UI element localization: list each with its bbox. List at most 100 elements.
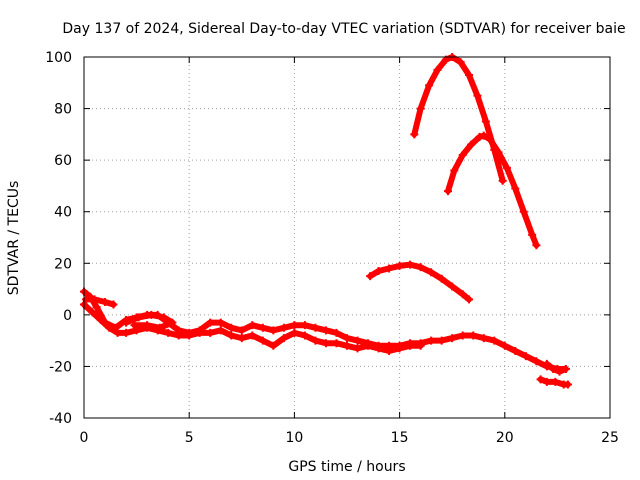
x-tick-label: 10 <box>285 430 303 446</box>
data-point <box>374 267 383 276</box>
x-tick-label: 15 <box>391 430 409 446</box>
data-point <box>479 131 488 140</box>
data-point <box>425 81 434 90</box>
data-point <box>343 334 351 343</box>
data-point <box>248 321 257 330</box>
data-point <box>269 341 278 350</box>
y-axis-label: SDTVAR / TECUs <box>6 181 22 296</box>
y-tick-labels: -40 -20 0 20 40 60 80 100 <box>45 50 72 427</box>
data-point <box>519 207 528 216</box>
data-point <box>561 365 570 374</box>
x-tick-label: 20 <box>496 430 514 446</box>
x-tick-label: 0 <box>80 430 89 446</box>
data-point <box>406 260 415 269</box>
data-point <box>206 328 215 337</box>
data-point <box>332 328 341 337</box>
data-point <box>105 323 114 332</box>
data-point <box>227 323 236 332</box>
data-point <box>486 135 495 144</box>
data-point <box>416 263 425 272</box>
data-point <box>395 344 404 353</box>
plot-frame <box>83 56 611 419</box>
data-point <box>467 140 476 149</box>
data-point <box>406 341 415 350</box>
data-point <box>385 264 394 273</box>
data-point <box>96 316 105 325</box>
x-axis-label: GPS time / hours <box>288 459 405 475</box>
data-point <box>130 321 139 330</box>
data-point <box>511 184 520 193</box>
data-point <box>101 297 110 306</box>
data-point <box>542 377 551 386</box>
data-point <box>216 326 225 335</box>
y-tick-label: -40 <box>49 411 72 427</box>
data-point <box>290 328 299 337</box>
data-point <box>300 321 309 330</box>
series-arc-peak-100 <box>411 54 506 184</box>
data-point <box>536 375 545 384</box>
data-point <box>532 241 541 250</box>
data-point <box>473 91 482 100</box>
data-point <box>511 346 520 355</box>
data-point <box>216 318 225 327</box>
data-point <box>168 318 177 327</box>
data-point <box>437 336 446 345</box>
data-point <box>122 328 131 337</box>
y-tick-label: 100 <box>45 50 72 66</box>
data-point <box>227 331 236 340</box>
data-point <box>427 336 436 345</box>
data-point <box>437 274 446 283</box>
data-point <box>395 261 404 270</box>
data-point <box>82 295 91 304</box>
data-point <box>90 295 99 304</box>
data-point <box>465 295 474 304</box>
data-point <box>237 334 246 343</box>
y-tick-label: 0 <box>63 308 72 324</box>
data-point <box>279 334 288 343</box>
data-point <box>458 150 467 159</box>
data-point <box>237 326 246 335</box>
data-point <box>147 310 156 319</box>
data-point <box>374 344 383 353</box>
data-point <box>521 352 530 361</box>
data-point <box>174 331 183 340</box>
data-point <box>532 357 541 366</box>
data-point <box>185 331 194 340</box>
data-point <box>448 334 457 343</box>
data-point <box>311 336 320 345</box>
data-point <box>458 331 467 340</box>
data-point <box>290 321 299 330</box>
data-point <box>469 331 478 340</box>
y-tick-label: 80 <box>54 102 72 118</box>
data-point <box>134 313 143 322</box>
data-point <box>490 336 499 345</box>
grid-layer <box>84 57 610 418</box>
chart-title: Day 137 of 2024, Sidereal Day-to-day VTE… <box>62 21 625 37</box>
data-point <box>311 323 320 332</box>
data-point <box>321 339 330 348</box>
data-point <box>195 328 204 337</box>
data-point <box>549 365 558 374</box>
y-tick-label: 20 <box>54 256 72 272</box>
data-point <box>155 323 164 332</box>
data-point <box>465 71 474 80</box>
data-point <box>410 130 419 139</box>
data-point <box>279 323 288 332</box>
data-point <box>113 328 122 337</box>
data-point <box>481 117 490 126</box>
data-point <box>448 282 457 291</box>
data-point <box>159 313 168 322</box>
data-point <box>109 300 118 309</box>
data-point <box>433 65 442 74</box>
data-point <box>502 163 511 172</box>
data-point <box>164 328 173 337</box>
data-point <box>92 303 101 312</box>
data-point <box>475 132 484 141</box>
data-point <box>450 166 459 175</box>
y-tick-label: 60 <box>54 153 72 169</box>
data-point <box>366 272 375 281</box>
data-point <box>332 339 341 348</box>
data-point <box>416 341 425 350</box>
data-point <box>416 104 425 113</box>
